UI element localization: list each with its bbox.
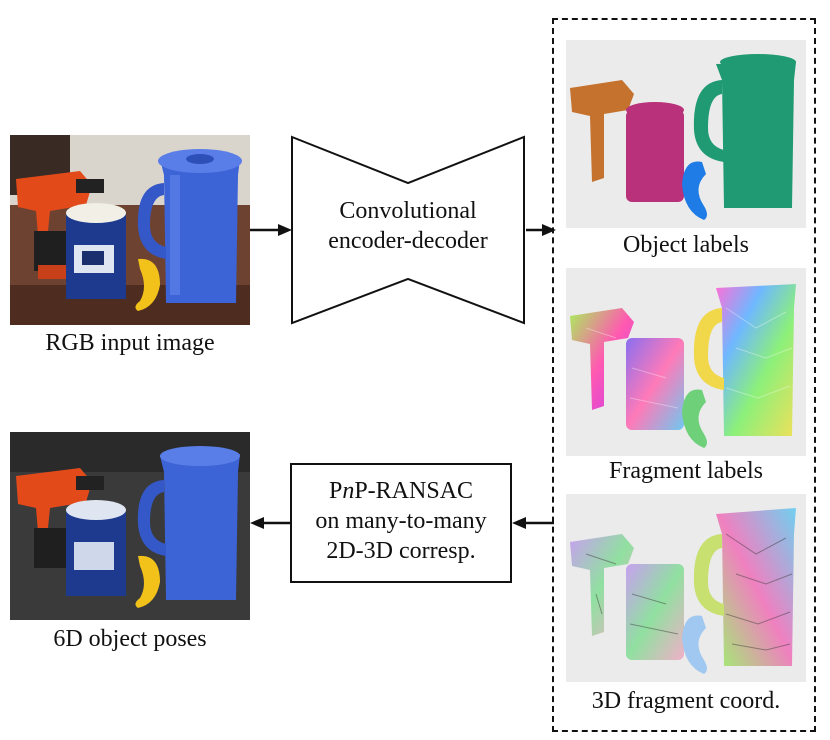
fragment-coords-caption: 3D fragment coord. [591, 688, 781, 714]
arrow-encoder-to-outputs [526, 224, 556, 236]
encoder-decoder-line1: Convolutional [339, 198, 477, 224]
object-labels-image [566, 40, 806, 228]
fragment-coords-image [566, 494, 806, 682]
encoder-decoder-shape [291, 135, 525, 325]
network-outputs-frame [552, 18, 816, 732]
arrow-rgb-to-encoder [250, 224, 292, 236]
rgb-input-caption: RGB input image [45, 330, 215, 356]
pnp-ransac-label: PnP-RANSAC on many-to-many 2D-3D corresp… [292, 476, 510, 566]
arrow-pnp-to-poses [250, 517, 292, 529]
poses-image [10, 432, 250, 620]
rgb-input-image [10, 135, 250, 325]
fragment-labels-caption: Fragment labels [609, 458, 763, 484]
fragment-labels-image [566, 268, 806, 456]
arrow-outputs-to-pnp [512, 517, 554, 529]
poses-caption: 6D object poses [53, 626, 207, 652]
pnp-ransac-line2: on many-to-many [315, 508, 487, 534]
pnp-ransac-box [290, 463, 512, 583]
encoder-decoder-label: Convolutional encoder-decoder [290, 196, 526, 256]
pnp-ransac-line1: PnP-RANSAC [328, 478, 474, 504]
pnp-ransac-line3: 2D-3D corresp. [326, 538, 476, 564]
encoder-decoder-line2: encoder-decoder [328, 228, 488, 254]
object-labels-caption: Object labels [623, 232, 749, 258]
